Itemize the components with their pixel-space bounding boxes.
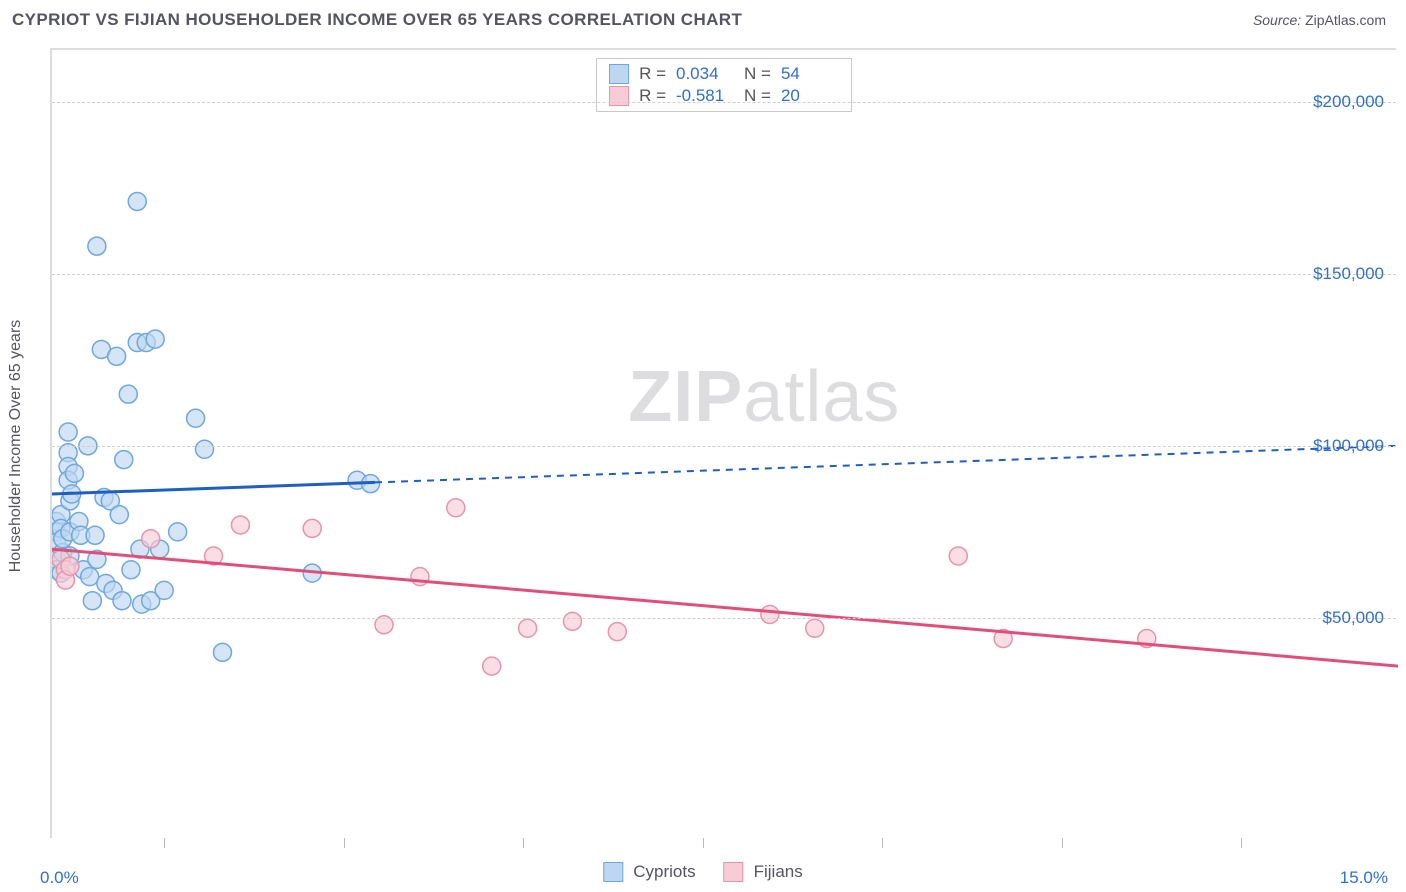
scatter-point xyxy=(761,605,779,623)
legend-stat-row: R = 0.034 N = 54 xyxy=(609,63,839,85)
y-tick-label: $150,000 xyxy=(1313,264,1384,284)
x-tick xyxy=(882,838,883,848)
scatter-point xyxy=(519,619,537,637)
scatter-point xyxy=(59,423,77,441)
scatter-point xyxy=(155,581,173,599)
scatter-point xyxy=(949,547,967,565)
y-axis-label: Householder Income Over 65 years xyxy=(7,320,25,573)
legend-series-item: Fijians xyxy=(724,862,803,882)
chart-plot-area: ZIPatlas R =0.034N =54R =-0.581N =20 $50… xyxy=(50,48,1396,838)
legend-n-value: 54 xyxy=(781,64,839,84)
scatter-point xyxy=(447,499,465,517)
x-tick xyxy=(344,838,345,848)
chart-header: CYPRIOT VS FIJIAN HOUSEHOLDER INCOME OVE… xyxy=(0,0,1406,38)
gridline-h xyxy=(52,446,1396,447)
scatter-point xyxy=(563,612,581,630)
scatter-point xyxy=(83,592,101,610)
legend-n-label: N = xyxy=(744,86,771,106)
scatter-point xyxy=(110,506,128,524)
chart-title: CYPRIOT VS FIJIAN HOUSEHOLDER INCOME OVE… xyxy=(12,10,742,30)
scatter-point xyxy=(65,464,83,482)
scatter-point xyxy=(108,347,126,365)
scatter-point xyxy=(187,409,205,427)
x-tick xyxy=(703,838,704,848)
scatter-point xyxy=(81,568,99,586)
scatter-point xyxy=(303,519,321,537)
scatter-point xyxy=(119,385,137,403)
scatter-point xyxy=(122,561,140,579)
x-tick xyxy=(523,838,524,848)
legend-r-label: R = xyxy=(639,86,666,106)
gridline-h xyxy=(52,274,1396,275)
source-label: Source: xyxy=(1253,12,1301,28)
scatter-point xyxy=(113,592,131,610)
legend-swatch xyxy=(609,86,629,106)
chart-source: Source: ZipAtlas.com xyxy=(1253,12,1386,28)
legend-r-label: R = xyxy=(639,64,666,84)
legend-swatch xyxy=(603,862,623,882)
trend-line-dashed xyxy=(375,446,1398,483)
legend-stats: R = 0.034 N = 54 R = -0.581 N = 20 xyxy=(596,58,852,112)
y-tick-label: $100,000 xyxy=(1313,436,1384,456)
legend-series-label: Fijians xyxy=(754,862,803,882)
legend-swatch xyxy=(609,64,629,84)
scatter-point xyxy=(86,526,104,544)
x-axis-min-label: 0.0% xyxy=(40,868,79,888)
scatter-point xyxy=(128,192,146,210)
legend-series-item: Cypriots xyxy=(603,862,695,882)
legend-swatch xyxy=(724,862,744,882)
x-tick xyxy=(164,838,165,848)
scatter-point xyxy=(146,330,164,348)
scatter-point xyxy=(169,523,187,541)
scatter-point xyxy=(608,623,626,641)
trend-line-solid xyxy=(52,549,1398,666)
source-value: ZipAtlas.com xyxy=(1305,12,1386,28)
x-tick xyxy=(1241,838,1242,848)
scatter-point xyxy=(231,516,249,534)
y-tick-label: $200,000 xyxy=(1313,92,1384,112)
scatter-point xyxy=(142,530,160,548)
legend-n-value: 20 xyxy=(781,86,839,106)
trend-line-solid xyxy=(52,482,375,494)
x-tick xyxy=(1062,838,1063,848)
legend-stat-row: R = -0.581 N = 20 xyxy=(609,85,839,107)
x-axis-max-label: 15.0% xyxy=(1340,868,1388,888)
scatter-point xyxy=(483,657,501,675)
legend-series-label: Cypriots xyxy=(633,862,695,882)
scatter-point xyxy=(196,440,214,458)
legend-series: Cypriots Fijians xyxy=(603,862,802,882)
legend-n-label: N = xyxy=(744,64,771,84)
scatter-point xyxy=(88,237,106,255)
legend-r-value: -0.581 xyxy=(676,86,734,106)
y-tick-label: $50,000 xyxy=(1323,608,1384,628)
legend-r-value: 0.034 xyxy=(676,64,734,84)
scatter-point xyxy=(806,619,824,637)
scatter-point xyxy=(61,557,79,575)
gridline-h xyxy=(52,618,1396,619)
scatter-point xyxy=(115,451,133,469)
scatter-point xyxy=(213,643,231,661)
gridline-h xyxy=(52,102,1396,103)
